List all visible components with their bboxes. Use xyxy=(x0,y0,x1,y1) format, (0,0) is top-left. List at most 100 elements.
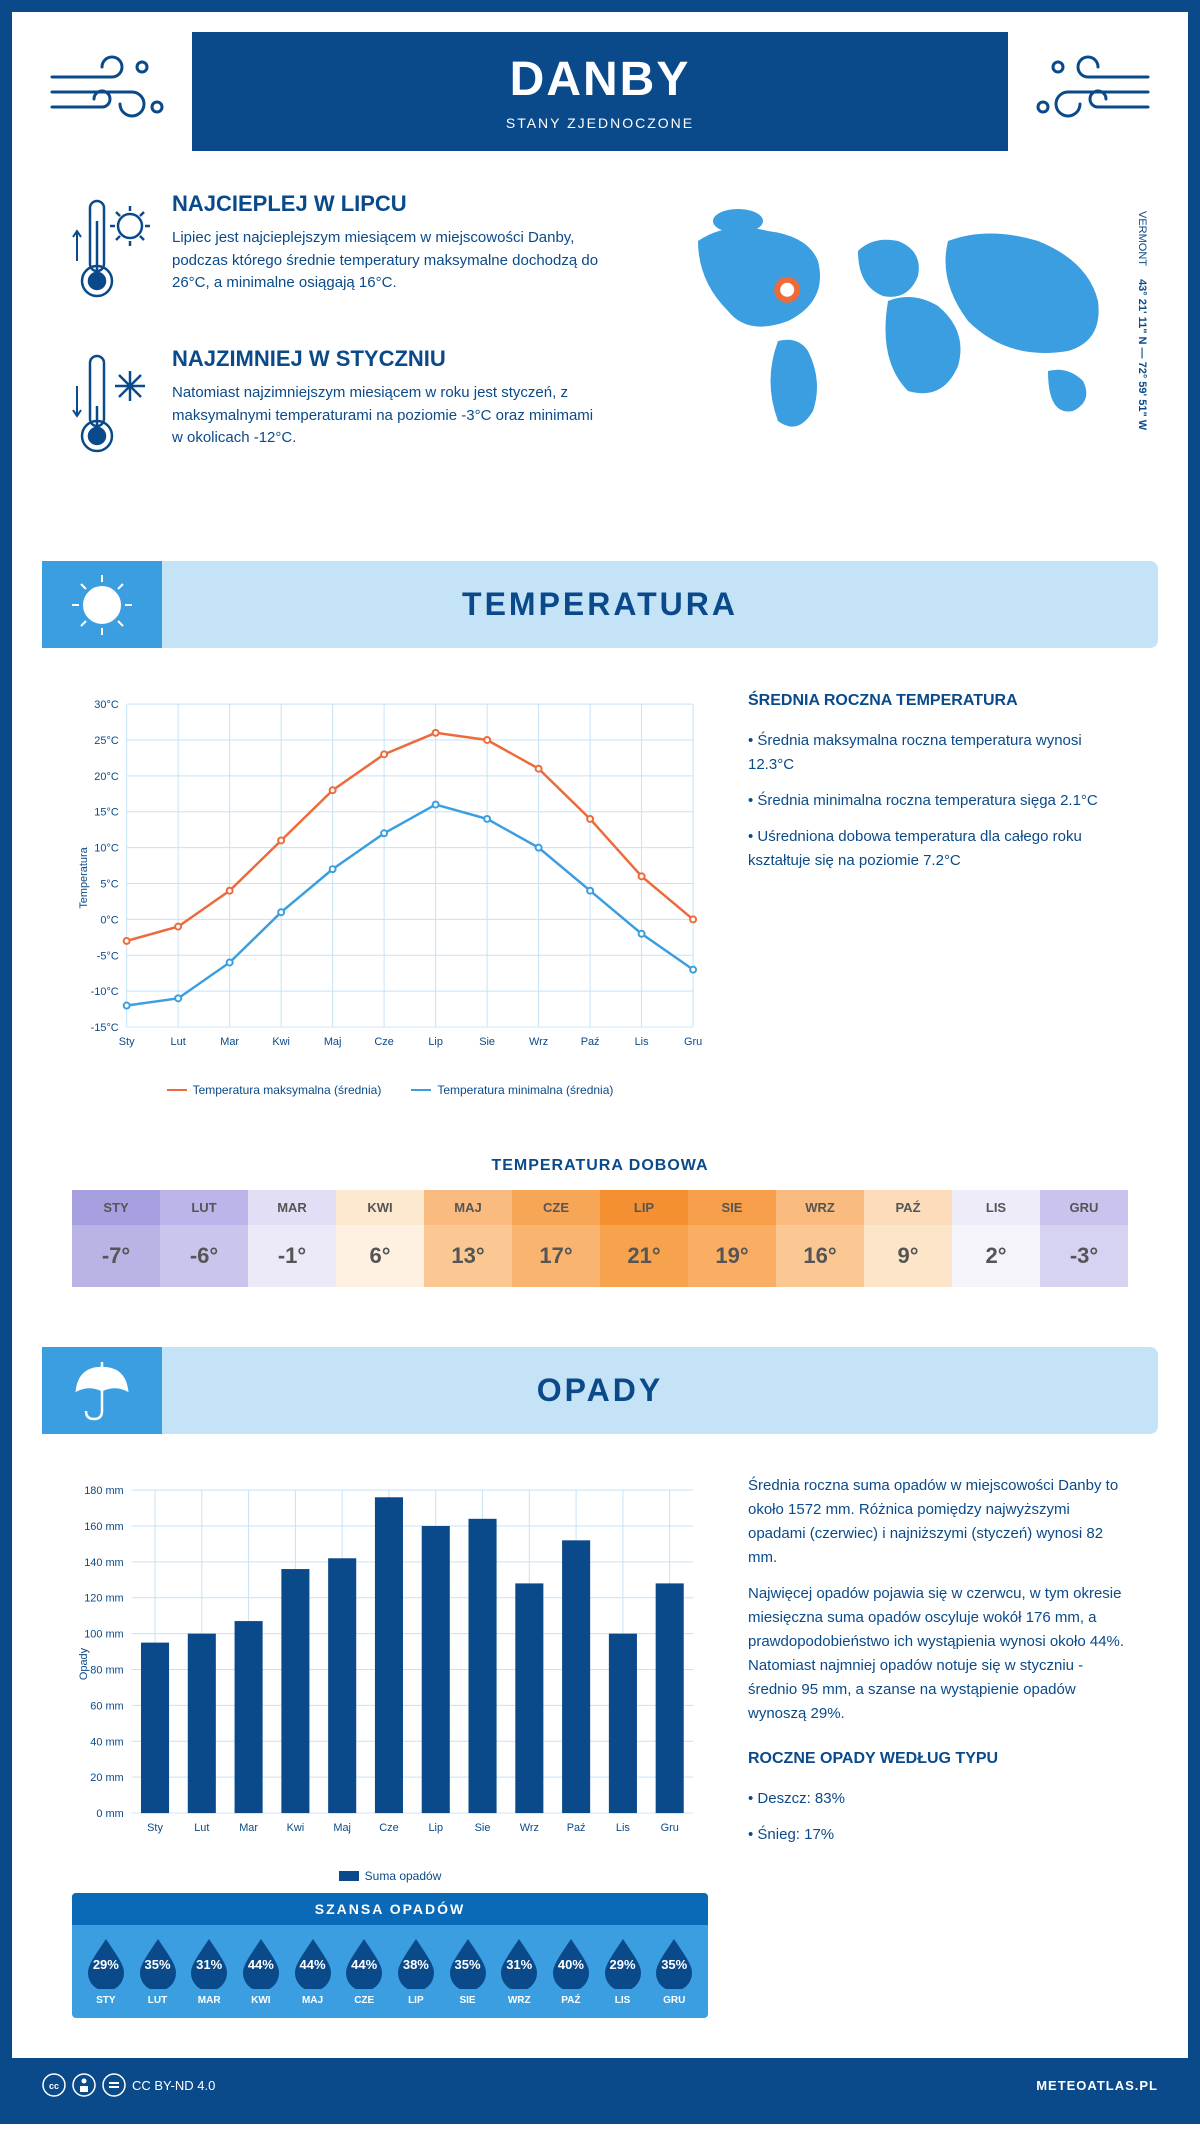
chance-item: 35%GRU xyxy=(648,1937,700,2006)
temperature-line-chart: -15°C-10°C-5°C0°C5°C10°C15°C20°C25°C30°C… xyxy=(72,688,708,1068)
svg-text:Lut: Lut xyxy=(171,1036,186,1048)
temperature-title: TEMPERATURA xyxy=(42,586,1158,623)
svg-text:Mar: Mar xyxy=(220,1036,239,1048)
precip-title: OPADY xyxy=(42,1372,1158,1409)
chance-item: 44%MAJ xyxy=(287,1937,339,2006)
intro-text-column: NAJCIEPLEJ W LIPCU Lipiec jest najcieple… xyxy=(72,191,608,501)
world-map xyxy=(648,191,1128,451)
chance-item: 29%LIS xyxy=(597,1937,649,2006)
temp-cell: LUT-6° xyxy=(160,1190,248,1287)
svg-text:40 mm: 40 mm xyxy=(90,1736,123,1748)
site-name: METEOATLAS.PL xyxy=(1036,2078,1158,2093)
legend-precip: Suma opadów xyxy=(365,1869,442,1883)
svg-text:Lis: Lis xyxy=(635,1036,650,1048)
svg-text:Wrz: Wrz xyxy=(520,1822,539,1834)
precip-rain: • Deszcz: 83% xyxy=(748,1787,1128,1811)
warmest-block: NAJCIEPLEJ W LIPCU Lipiec jest najcieple… xyxy=(72,191,608,316)
svg-text:100 mm: 100 mm xyxy=(84,1629,123,1641)
intro-section: NAJCIEPLEJ W LIPCU Lipiec jest najcieple… xyxy=(12,151,1188,541)
temp-cell: LIP21° xyxy=(600,1190,688,1287)
temperature-body: -15°C-10°C-5°C0°C5°C10°C15°C20°C25°C30°C… xyxy=(12,648,1188,1137)
svg-text:Wrz: Wrz xyxy=(529,1036,548,1048)
thermometer-snow-icon xyxy=(72,346,152,471)
precip-chart-area: 0 mm20 mm40 mm60 mm80 mm100 mm120 mm140 … xyxy=(72,1474,708,2018)
avg-temp-b1: • Średnia maksymalna roczna temperatura … xyxy=(748,729,1128,777)
svg-text:Lip: Lip xyxy=(428,1036,443,1048)
state-label: VERMONT xyxy=(1136,211,1148,266)
svg-text:10°C: 10°C xyxy=(94,843,119,855)
svg-text:Mar: Mar xyxy=(239,1822,258,1834)
country-subtitle: STANY ZJEDNOCZONE xyxy=(192,115,1008,131)
precip-p1: Średnia roczna suma opadów w miejscowośc… xyxy=(748,1474,1128,1570)
temp-cell: LIS2° xyxy=(952,1190,1040,1287)
svg-text:-10°C: -10°C xyxy=(91,986,119,998)
map-column: VERMONT 43° 21' 11" N — 72° 59' 51" W xyxy=(648,191,1128,501)
precip-chance-box: SZANSA OPADÓW 29%STY35%LUT31%MAR44%KWI44… xyxy=(72,1893,708,2018)
svg-text:Lip: Lip xyxy=(428,1822,443,1834)
warmest-text: Lipiec jest najcieplejszym miesiącem w m… xyxy=(172,227,608,295)
wind-icon-right xyxy=(1018,42,1158,142)
precip-legend: Suma opadów xyxy=(72,1869,708,1883)
svg-text:-15°C: -15°C xyxy=(91,1022,119,1034)
svg-text:30°C: 30°C xyxy=(94,699,119,711)
svg-text:180 mm: 180 mm xyxy=(84,1485,123,1497)
svg-text:Sty: Sty xyxy=(119,1036,135,1048)
svg-text:Sie: Sie xyxy=(479,1036,495,1048)
coords-text: 43° 21' 11" N — 72° 59' 51" W xyxy=(1136,279,1148,430)
avg-temp-title: ŚREDNIA ROCZNA TEMPERATURA xyxy=(748,688,1128,714)
precip-header: OPADY xyxy=(42,1347,1158,1434)
temp-cell: WRZ16° xyxy=(776,1190,864,1287)
svg-text:0 mm: 0 mm xyxy=(96,1808,123,1820)
title-banner: DANBY STANY ZJEDNOCZONE xyxy=(192,32,1008,151)
svg-text:Temperatura: Temperatura xyxy=(78,846,90,908)
svg-text:20 mm: 20 mm xyxy=(90,1772,123,1784)
temp-cell: MAJ13° xyxy=(424,1190,512,1287)
svg-text:5°C: 5°C xyxy=(100,878,118,890)
precip-type-title: ROCZNE OPADY WEDŁUG TYPU xyxy=(748,1746,1128,1772)
svg-text:-5°C: -5°C xyxy=(97,950,119,962)
svg-text:Kwi: Kwi xyxy=(272,1036,290,1048)
temperature-side-text: ŚREDNIA ROCZNA TEMPERATURA • Średnia mak… xyxy=(748,688,1128,1097)
temperature-chart-area: -15°C-10°C-5°C0°C5°C10°C15°C20°C25°C30°C… xyxy=(72,688,708,1097)
footer: cc CC BY-ND 4.0 METEOATLAS.PL xyxy=(12,2058,1188,2112)
umbrella-badge-icon xyxy=(42,1347,162,1434)
svg-text:20°C: 20°C xyxy=(94,771,119,783)
daily-temp-table: STY-7°LUT-6°MAR-1°KWI6°MAJ13°CZE17°LIP21… xyxy=(72,1190,1128,1287)
svg-text:Gru: Gru xyxy=(661,1822,679,1834)
svg-text:cc: cc xyxy=(49,2081,59,2091)
svg-text:0°C: 0°C xyxy=(100,914,118,926)
city-title: DANBY xyxy=(192,52,1008,107)
wind-icon-left xyxy=(42,42,182,142)
precip-snow: • Śnieg: 17% xyxy=(748,1823,1128,1847)
svg-text:120 mm: 120 mm xyxy=(84,1593,123,1605)
svg-text:Cze: Cze xyxy=(379,1822,398,1834)
chance-item: 35%SIE xyxy=(442,1937,494,2006)
coldest-text: Natomiast najzimniejszym miesiącem w rok… xyxy=(172,382,608,450)
temperature-legend: Temperatura maksymalna (średnia) Tempera… xyxy=(72,1083,708,1097)
svg-text:15°C: 15°C xyxy=(94,807,119,819)
infographic-frame: DANBY STANY ZJEDNOCZONE NAJCIEPLEJ W LIP… xyxy=(0,0,1200,2124)
svg-text:Paź: Paź xyxy=(581,1036,600,1048)
chance-item: 29%STY xyxy=(80,1937,132,2006)
svg-text:Opady: Opady xyxy=(78,1647,90,1680)
svg-text:80 mm: 80 mm xyxy=(90,1664,123,1676)
precip-side-text: Średnia roczna suma opadów w miejscowośc… xyxy=(748,1474,1128,2018)
coldest-block: NAJZIMNIEJ W STYCZNIU Natomiast najzimni… xyxy=(72,346,608,471)
svg-text:Gru: Gru xyxy=(684,1036,702,1048)
coldest-title: NAJZIMNIEJ W STYCZNIU xyxy=(172,346,608,372)
svg-text:Maj: Maj xyxy=(324,1036,342,1048)
svg-text:140 mm: 140 mm xyxy=(84,1557,123,1569)
svg-text:Paź: Paź xyxy=(567,1822,586,1834)
svg-text:Maj: Maj xyxy=(333,1822,351,1834)
daily-temp-title: TEMPERATURA DOBOWA xyxy=(72,1157,1128,1175)
chance-item: 38%LIP xyxy=(390,1937,442,2006)
thermometer-sun-icon xyxy=(72,191,152,316)
avg-temp-b2: • Średnia minimalna roczna temperatura s… xyxy=(748,789,1128,813)
chance-item: 44%KWI xyxy=(235,1937,287,2006)
svg-text:Kwi: Kwi xyxy=(287,1822,305,1834)
daily-temperature: TEMPERATURA DOBOWA STY-7°LUT-6°MAR-1°KWI… xyxy=(12,1137,1188,1327)
header: DANBY STANY ZJEDNOCZONE xyxy=(12,12,1188,151)
temp-cell: CZE17° xyxy=(512,1190,600,1287)
svg-text:Sty: Sty xyxy=(147,1822,163,1834)
chance-item: 31%MAR xyxy=(183,1937,235,2006)
